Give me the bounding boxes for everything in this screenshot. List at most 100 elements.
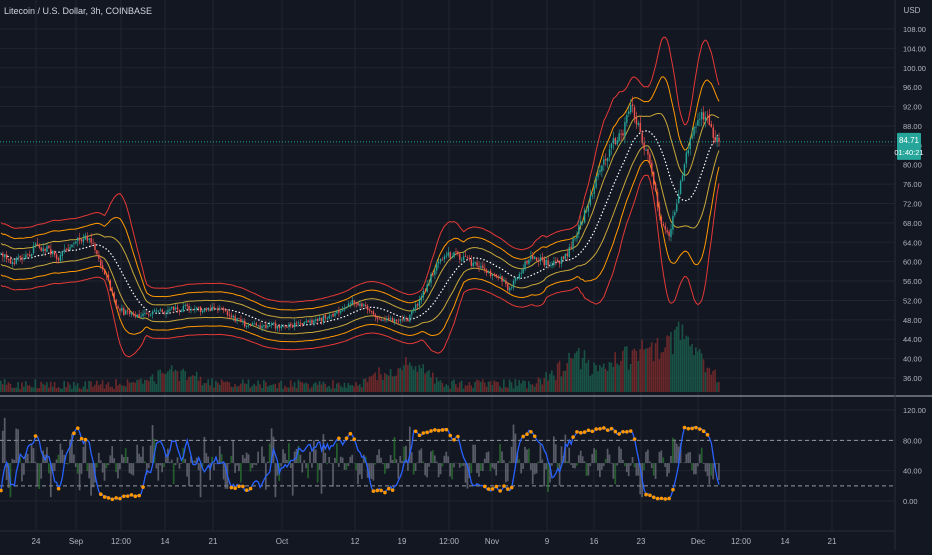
osc-histogram-bar: [163, 463, 165, 467]
osc-histogram-bar: [614, 463, 616, 484]
volume-bar: [159, 369, 161, 392]
candle-body: [41, 247, 42, 250]
candle-body: [183, 306, 184, 311]
osc-histogram-bar: [415, 463, 417, 471]
volume-bar: [538, 377, 540, 392]
volume-bar: [614, 352, 616, 392]
osc-histogram-bar: [234, 463, 236, 473]
candle-body: [177, 307, 178, 309]
volume-bar: [338, 382, 340, 392]
volume-bar: [119, 384, 121, 392]
volume-bar: [165, 374, 167, 392]
candle-body: [350, 303, 351, 304]
volume-bar: [90, 382, 92, 392]
osc-extreme-dot: [441, 428, 445, 432]
candle-body: [703, 112, 704, 119]
volume-bar: [204, 383, 206, 392]
volume-bar: [453, 379, 455, 392]
osc-histogram-bar: [422, 461, 424, 463]
candle-body: [645, 150, 646, 151]
osc-extreme-dot: [629, 429, 633, 433]
osc-histogram-bar: [238, 463, 240, 471]
osc-histogram-bar: [693, 463, 695, 474]
osc-histogram-bar: [566, 461, 568, 463]
candle-body: [125, 310, 126, 314]
volume-bar: [140, 379, 142, 392]
candle-body: [319, 318, 320, 321]
osc-histogram-bar: [662, 457, 664, 463]
volume-bar: [513, 388, 515, 392]
osc-histogram-bar: [697, 463, 699, 466]
candle-body: [85, 235, 86, 239]
candle-body: [190, 309, 191, 310]
osc-extreme-dot: [491, 487, 495, 491]
osc-histogram-bar: [580, 451, 582, 463]
symbol-title[interactable]: Litecoin / U.S. Dollar, 3h, COINBASE: [4, 6, 152, 16]
osc-histogram-bar: [503, 460, 505, 463]
volume-bar: [8, 382, 10, 392]
osc-histogram-bar: [526, 450, 528, 464]
volume-bar: [570, 358, 572, 392]
osc-histogram-bar: [699, 454, 701, 463]
osc-extreme-dot: [57, 487, 61, 491]
volume-bar: [152, 374, 154, 392]
candle-body: [256, 323, 257, 325]
osc-extreme-dot: [521, 435, 525, 439]
osc-extreme-dot: [525, 432, 529, 436]
osc-histogram-bar: [507, 463, 509, 481]
candle-body: [4, 255, 5, 258]
volume-bar: [699, 349, 701, 392]
osc-histogram-bar: [534, 463, 536, 474]
volume-bar: [372, 374, 374, 392]
osc-histogram-bar: [67, 463, 69, 464]
osc-histogram-bar: [659, 452, 661, 463]
candle-body: [553, 261, 554, 265]
osc-histogram-bar: [453, 463, 455, 467]
volume-bar: [296, 388, 298, 392]
candle-body: [567, 253, 568, 256]
osc-histogram-bar: [156, 463, 158, 468]
osc-histogram-bar: [384, 463, 386, 474]
candle-body: [686, 153, 687, 164]
candle-body: [628, 111, 629, 114]
volume-bar: [564, 371, 566, 392]
volume-bar: [495, 382, 497, 392]
volume-bar: [363, 379, 365, 392]
candle-body: [417, 304, 418, 306]
osc-histogram-bar: [666, 463, 668, 477]
osc-histogram-bar: [664, 463, 666, 467]
osc-extreme-dot: [617, 432, 621, 436]
volume-bar: [691, 344, 693, 392]
candle-body: [336, 311, 337, 314]
volume-bar: [330, 388, 332, 392]
volume-bar: [543, 378, 545, 392]
volume-bar: [593, 362, 595, 392]
candle-body: [438, 262, 439, 263]
candle-body: [171, 307, 172, 309]
osc-histogram-bar: [284, 453, 286, 463]
candle-body: [542, 257, 543, 260]
volume-bar: [357, 386, 359, 392]
volume-bar: [336, 383, 338, 392]
candle-body: [597, 173, 598, 177]
osc-histogram-bar: [340, 457, 342, 463]
price-tick-label: 60.00: [903, 258, 922, 267]
volume-bar: [626, 346, 628, 392]
candle-body: [110, 281, 111, 291]
volume-bar: [125, 386, 127, 392]
volume-bar: [349, 385, 351, 392]
osc-histogram-bar: [131, 463, 133, 474]
osc-histogram-bar: [488, 452, 490, 464]
osc-histogram-bar: [31, 444, 33, 463]
volume-bar: [100, 384, 102, 392]
candle-body: [415, 305, 416, 309]
osc-histogram-bar: [434, 455, 436, 463]
candle-body: [695, 127, 696, 128]
volume-bar: [129, 383, 131, 392]
candle-body: [117, 306, 118, 308]
volume-bar: [52, 387, 54, 392]
volume-bar: [273, 384, 275, 392]
osc-histogram-bar: [401, 461, 403, 463]
candle-body: [457, 251, 458, 254]
